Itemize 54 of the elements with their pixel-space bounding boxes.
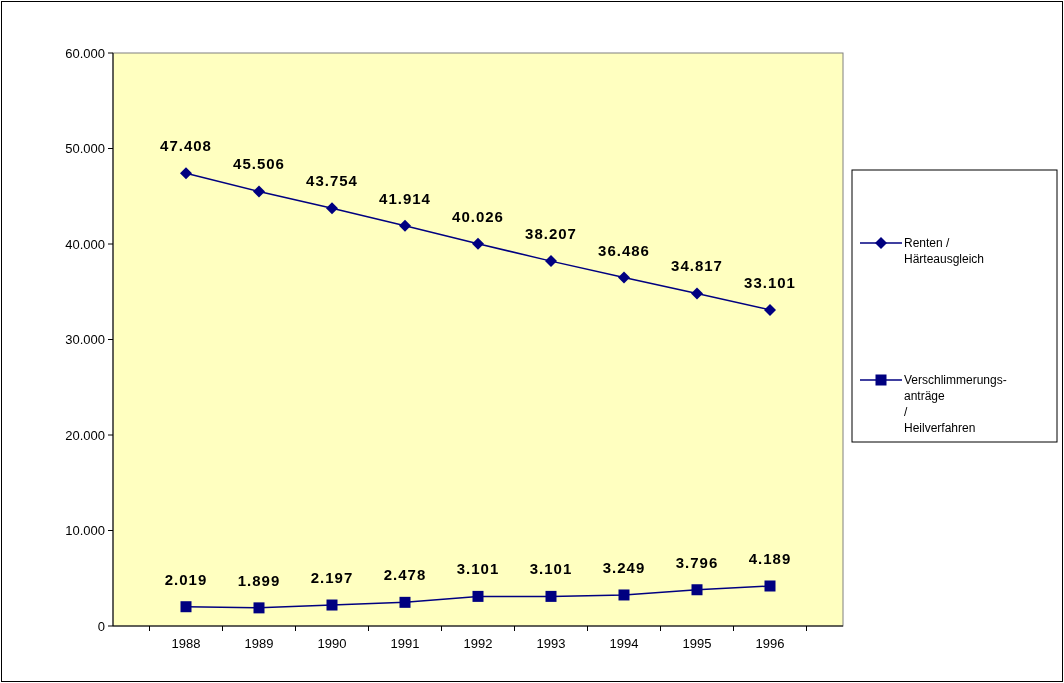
- point: [326, 202, 338, 215]
- data-label: 3.101: [529, 560, 573, 578]
- x-tick-label: 1991: [390, 636, 420, 651]
- data-label: 2.197: [310, 569, 354, 587]
- data-label: 38.207: [525, 225, 577, 243]
- legend-label: Verschlimmerungs-anträge / Heilverfahren: [904, 373, 1007, 436]
- y-tick-label: 20.000: [65, 427, 105, 443]
- data-label: 33.101: [744, 273, 796, 291]
- data-label: 4.189: [748, 550, 792, 567]
- data-label: 1.899: [237, 571, 281, 589]
- point: [545, 255, 557, 268]
- y-tick-label: 50.000: [65, 141, 105, 157]
- y-tick-label: 60.000: [65, 45, 105, 61]
- data-label: 2.478: [383, 566, 427, 584]
- point: [253, 185, 265, 198]
- point: [180, 601, 192, 613]
- point: [691, 584, 703, 596]
- x-tick-label: 1996: [755, 636, 785, 651]
- x-tick-label: 1990: [317, 636, 347, 651]
- x-tick-label: 1994: [609, 636, 639, 651]
- data-label: 40.026: [452, 207, 504, 225]
- point: [545, 590, 557, 602]
- data-label: 36.486: [598, 241, 650, 259]
- data-label: 3.249: [602, 558, 646, 576]
- data-label: 3.796: [675, 553, 719, 571]
- point: [691, 287, 703, 300]
- y-tick-label: 30.000: [65, 332, 105, 348]
- x-tick-label: 1989: [244, 636, 274, 651]
- data-label: 47.408: [160, 137, 212, 155]
- y-tick-label: 10.000: [65, 523, 105, 539]
- x-tick-label: 1995: [682, 636, 712, 651]
- x-tick-label: 1993: [536, 636, 566, 651]
- point: [253, 602, 265, 614]
- data-label: 41.914: [379, 189, 431, 207]
- data-label: 3.101: [456, 560, 500, 578]
- point: [399, 596, 411, 608]
- y-tick-label: 0: [97, 618, 105, 634]
- data-label: 34.817: [671, 257, 723, 275]
- data-label: 2.019: [164, 570, 208, 588]
- point: [326, 599, 338, 611]
- legend-label: Renten / Härteausgleich: [904, 236, 985, 267]
- y-tick-label: 40.000: [65, 236, 105, 252]
- point: [764, 303, 776, 316]
- point: [764, 580, 776, 592]
- point: [472, 237, 484, 250]
- point: [618, 589, 630, 601]
- point: [399, 219, 411, 232]
- data-label: 45.506: [233, 155, 285, 173]
- x-tick-label: 1988: [171, 636, 201, 651]
- point: [472, 590, 484, 602]
- x-tick-label: 1992: [463, 636, 493, 651]
- point: [180, 167, 192, 180]
- point: [618, 271, 630, 284]
- data-label: 43.754: [306, 172, 358, 190]
